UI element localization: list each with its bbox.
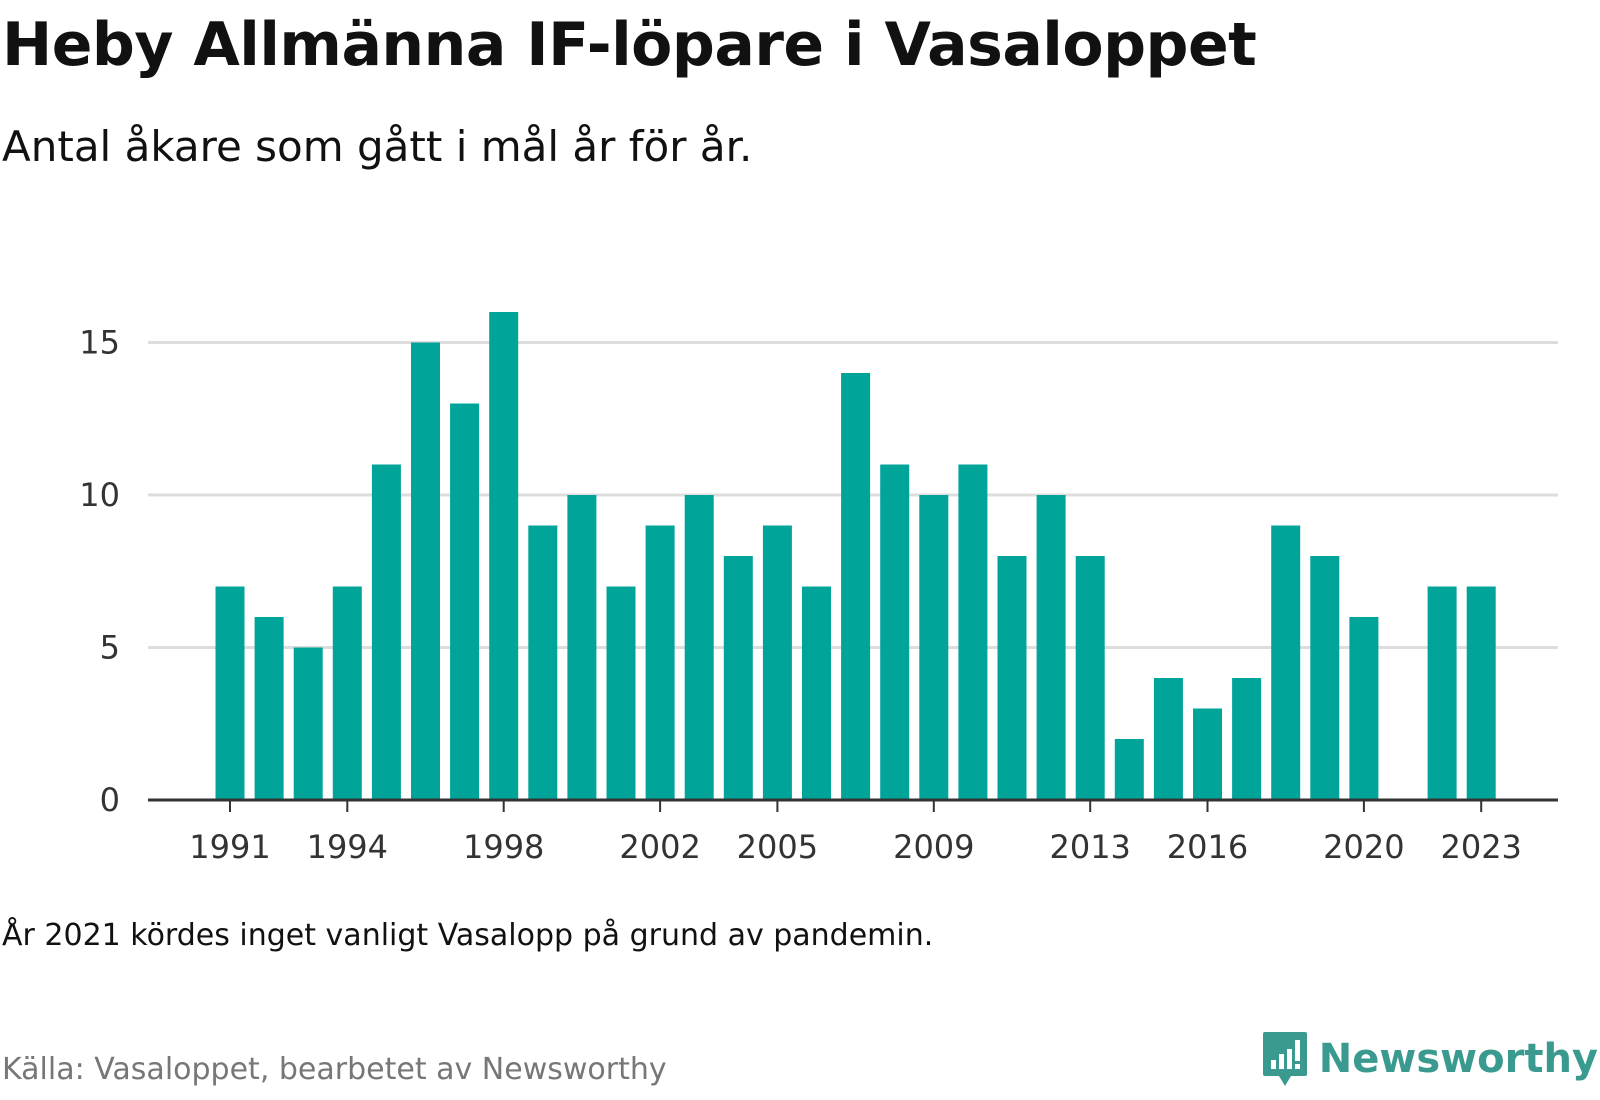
x-tick-label: 1994: [307, 828, 388, 866]
bar-2017: [1232, 678, 1262, 800]
chart-note: År 2021 kördes inget vanligt Vasalopp på…: [2, 918, 934, 953]
bar-1997: [450, 403, 480, 800]
newsworthy-logo-icon: [1262, 1032, 1307, 1086]
y-tick-labels: 0 5 10 15: [79, 324, 120, 820]
x-tick-label: 2013: [1049, 828, 1130, 866]
bar-2010: [958, 464, 988, 800]
chart-title: Heby Allmänna IF-löpare i Vasaloppet: [2, 10, 1257, 80]
x-tick-label: 2016: [1167, 828, 1248, 866]
bar-1999: [528, 525, 558, 800]
bar-2009: [919, 495, 949, 800]
bar-2004: [723, 556, 753, 800]
bar-2002: [645, 525, 675, 800]
bar-1994: [332, 586, 362, 800]
y-tick-label: 15: [79, 324, 120, 362]
x-tick-label: 2005: [737, 828, 818, 866]
bar-2003: [684, 495, 714, 800]
bar-2012: [1036, 495, 1066, 800]
brand-name: Newsworthy: [1318, 1036, 1598, 1082]
bar-2005: [762, 525, 792, 800]
bar-2013: [1075, 556, 1105, 800]
bar-1991: [215, 586, 245, 800]
bar-2019: [1310, 556, 1340, 800]
bar-2016: [1193, 708, 1222, 800]
chart-subtitle: Antal åkare som gått i mål år för år.: [2, 122, 753, 171]
y-tick-label: 5: [100, 629, 120, 667]
y-tick-label: 10: [79, 476, 120, 514]
x-tick-label: 1991: [189, 828, 270, 866]
bar-1995: [371, 464, 401, 800]
y-tick-label: 0: [100, 781, 120, 819]
bar-2023: [1466, 586, 1496, 800]
x-tick-label: 2020: [1323, 828, 1404, 866]
bar-2001: [606, 586, 636, 800]
bar-2000: [567, 495, 597, 800]
source-text: Källa: Vasaloppet, bearbetet av Newswort…: [2, 1052, 667, 1087]
bar-2007: [841, 373, 871, 800]
brand-logo: Newsworthy: [1261, 1030, 1598, 1088]
bar-1998: [489, 312, 519, 800]
bar-1993: [293, 647, 323, 800]
x-tick-labels: 1991 1994 1998 2002 2005 2009 2013 2016 2020 2023: [189, 800, 1522, 866]
bar-2006: [802, 586, 831, 800]
bar-1996: [411, 342, 440, 800]
x-tick-label: 2002: [619, 828, 700, 866]
bar-2020: [1349, 617, 1379, 800]
bar-chart: 0 5 10 15 1991 1994 1998 2002 2005 2009 2013 2016 2…: [79, 312, 1558, 866]
bar-2008: [880, 464, 910, 800]
bar-2011: [997, 556, 1027, 800]
bar-2015: [1153, 678, 1183, 800]
bar-1992: [254, 617, 284, 800]
bar-2014: [1114, 739, 1144, 800]
x-tick-label: 1998: [463, 828, 544, 866]
x-tick-label: 2009: [893, 828, 974, 866]
bar-2022: [1427, 586, 1457, 800]
bars: [215, 312, 1496, 800]
bar-2018: [1271, 525, 1301, 800]
x-tick-label: 2023: [1440, 828, 1521, 866]
